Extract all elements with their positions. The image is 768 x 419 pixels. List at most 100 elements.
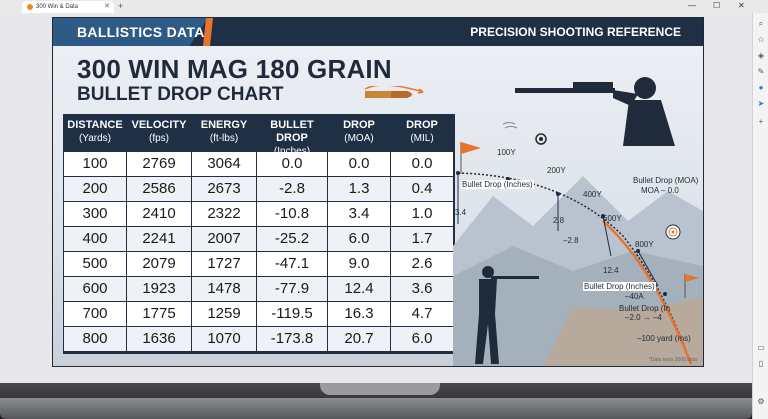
- table-header: DISTANCE (Yards) VELOCITY (fps) ENERGY (ft-…: [64, 115, 454, 157]
- maximize-button[interactable]: ☐: [713, 1, 721, 10]
- target-icon: [535, 133, 547, 145]
- minimize-button[interactable]: —: [688, 1, 696, 10]
- label-moa-zero: MOA – 0.0: [641, 186, 679, 195]
- table-cell: 800: [64, 327, 126, 351]
- column-header: ENERGY (ft-lbs): [200, 119, 248, 144]
- label-2-8: 2.8: [553, 216, 565, 225]
- table-cell: 1.3: [328, 177, 390, 201]
- search-icon[interactable]: ⌕: [758, 19, 764, 28]
- table-cell: -2.8: [257, 177, 327, 201]
- table-cell: 1923: [127, 277, 191, 301]
- browser-tab[interactable]: 300 Win & Data ✕: [22, 1, 114, 13]
- label-drop-inches-2: Bullet Drop (Inches): [583, 282, 656, 291]
- label-neg-2-8: –2.8: [563, 236, 579, 245]
- column-header: BULLET DROP(Inches): [270, 119, 314, 157]
- page-subtitle: BULLET DROP CHART: [77, 84, 284, 105]
- table-cell: 2586: [127, 177, 191, 201]
- table-row: 600 1923 1478 -77.9 12.4 3.6: [64, 276, 454, 301]
- label-12-4: 12.4: [603, 266, 619, 275]
- column-header: DISTANCE (Yards): [67, 119, 123, 144]
- trajectory-labels: 100Y 200Y 400Y 600Y 800Y Bullet Drop (In…: [453, 114, 703, 366]
- header-orange-stripe: [203, 18, 213, 46]
- laptop-hinge: [320, 383, 440, 395]
- label-600y: 600Y: [603, 214, 622, 223]
- column-header: VELOCITY (fps): [131, 119, 187, 144]
- label-yard-ms: –100 yard (ms): [637, 334, 691, 343]
- tools-icon[interactable]: ✎: [757, 67, 765, 76]
- sidebar-collapse-icon[interactable]: ▯: [758, 359, 764, 368]
- table-cell: 12.4: [328, 277, 390, 301]
- tab-title: 300 Win & Data: [36, 4, 79, 10]
- label-drop-in-short: Bullet Drop (In: [619, 304, 671, 313]
- label-3-4: 3.4: [455, 208, 467, 217]
- header-accent: [53, 18, 208, 46]
- table-cell: 1775: [127, 302, 191, 326]
- table-cell: 0.0: [328, 152, 390, 176]
- wind-icon: [502, 122, 518, 129]
- settings-icon[interactable]: ⚙: [757, 397, 765, 406]
- label-drop-moa: Bullet Drop (MOA): [633, 176, 699, 185]
- table-body: 100 2769 3064 0.0 0.0 0.0 200 2586 2673 -2.8 1.3 0.…: [64, 151, 454, 353]
- label-100y: 100Y: [497, 148, 516, 157]
- bullet-icon: [364, 86, 424, 98]
- table-cell: 6.0: [391, 327, 453, 351]
- header-subtitle: PRECISION SHOOTING REFERENCE: [470, 25, 681, 39]
- table-cell: 1259: [192, 302, 256, 326]
- table-cell: -77.9: [257, 277, 327, 301]
- table-cell: 300: [64, 202, 126, 226]
- label-neg-40a: –40A: [625, 292, 644, 301]
- shooting-scene: [453, 77, 703, 366]
- table-cell: 2673: [192, 177, 256, 201]
- table-cell: 3.6: [391, 277, 453, 301]
- table-cell: 400: [64, 227, 126, 251]
- table-row: 100 2769 3064 0.0 0.0 0.0: [64, 151, 454, 176]
- table-cell: 2410: [127, 202, 191, 226]
- page-title: 300 WIN MAG 180 GRAIN: [77, 54, 392, 84]
- split-screen-icon[interactable]: ▭: [757, 343, 765, 352]
- table-cell: 0.0: [391, 152, 453, 176]
- table-cell: 1727: [192, 252, 256, 276]
- close-window-button[interactable]: ✕: [738, 1, 745, 10]
- table-cell: 9.0: [328, 252, 390, 276]
- brand-label: BALLISTICS DATA: [77, 24, 205, 40]
- add-icon[interactable]: +: [758, 117, 764, 126]
- laptop-base: [0, 398, 752, 419]
- table-cell: -25.2: [257, 227, 327, 251]
- table-cell: 4.7: [391, 302, 453, 326]
- tab-close-icon[interactable]: ✕: [104, 3, 110, 10]
- sniper-silhouette: [515, 77, 675, 146]
- favorites-icon[interactable]: ☆: [757, 35, 765, 44]
- new-tab-button[interactable]: +: [118, 1, 124, 11]
- label-200y: 200Y: [547, 166, 566, 175]
- table-cell: 700: [64, 302, 126, 326]
- tab-favicon-icon: [27, 4, 33, 10]
- table-row: 700 1775 1259 -119.5 16.3 4.7: [64, 301, 454, 326]
- shopping-icon[interactable]: ◈: [757, 51, 765, 60]
- browser-tab-bar: 300 Win & Data ✕ + — ☐ ✕: [0, 0, 768, 14]
- label-400y: 400Y: [583, 190, 602, 199]
- table-cell: 1478: [192, 277, 256, 301]
- wind-flag-icon: [461, 142, 481, 154]
- table-cell: 2007: [192, 227, 256, 251]
- table-cell: 100: [64, 152, 126, 176]
- send-icon[interactable]: ➤: [757, 99, 765, 108]
- column-header: DROP (MIL): [406, 119, 438, 144]
- table-cell: 1.0: [391, 202, 453, 226]
- table-cell: 1070: [192, 327, 256, 351]
- table-row: 300 2410 2322 -10.8 3.4 1.0: [64, 201, 454, 226]
- standing-shooter-silhouette: [475, 266, 539, 364]
- table-cell: 0.0: [257, 152, 327, 176]
- trajectory-curve: [457, 172, 692, 365]
- table-cell: 6.0: [328, 227, 390, 251]
- table-row: 800 1636 1070 -173.8 20.7 6.0: [64, 326, 454, 351]
- table-cell: 1636: [127, 327, 191, 351]
- table-cell: 200: [64, 177, 126, 201]
- copilot-icon[interactable]: ●: [758, 83, 764, 92]
- table-cell: 3064: [192, 152, 256, 176]
- table-cell: 500: [64, 252, 126, 276]
- table-cell: -47.1: [257, 252, 327, 276]
- table-cell: -10.8: [257, 202, 327, 226]
- table-cell: 0.4: [391, 177, 453, 201]
- table-row: 400 2241 2007 -25.2 6.0 1.7: [64, 226, 454, 251]
- table-cell: 2241: [127, 227, 191, 251]
